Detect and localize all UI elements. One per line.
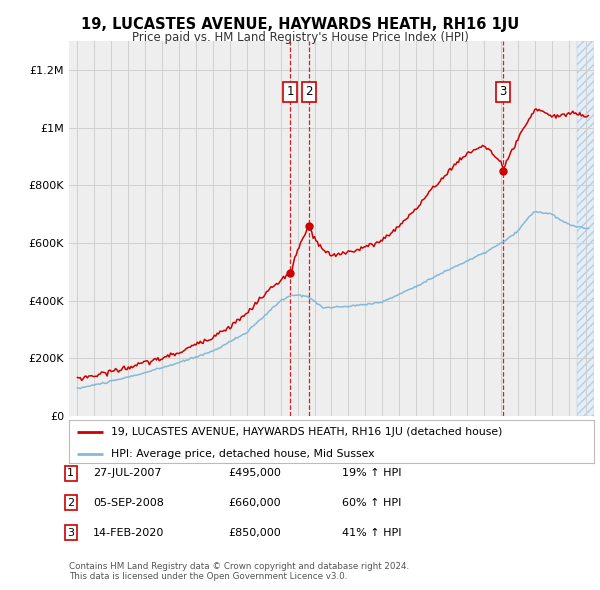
Text: 3: 3	[67, 528, 74, 537]
Text: 14-FEB-2020: 14-FEB-2020	[93, 528, 164, 537]
Text: £495,000: £495,000	[228, 468, 281, 478]
Text: 2: 2	[305, 86, 313, 99]
Text: Price paid vs. HM Land Registry's House Price Index (HPI): Price paid vs. HM Land Registry's House …	[131, 31, 469, 44]
Text: 3: 3	[499, 86, 506, 99]
Text: 19% ↑ HPI: 19% ↑ HPI	[342, 468, 401, 478]
Bar	[577, 41, 594, 416]
Text: £850,000: £850,000	[228, 528, 281, 537]
Text: 41% ↑ HPI: 41% ↑ HPI	[342, 528, 401, 537]
Text: 2: 2	[67, 498, 74, 507]
Text: 19, LUCASTES AVENUE, HAYWARDS HEATH, RH16 1JU: 19, LUCASTES AVENUE, HAYWARDS HEATH, RH1…	[81, 17, 519, 32]
Text: 27-JUL-2007: 27-JUL-2007	[93, 468, 161, 478]
Text: 1: 1	[67, 468, 74, 478]
Text: 1: 1	[287, 86, 294, 99]
Text: 60% ↑ HPI: 60% ↑ HPI	[342, 498, 401, 507]
Text: 19, LUCASTES AVENUE, HAYWARDS HEATH, RH16 1JU (detached house): 19, LUCASTES AVENUE, HAYWARDS HEATH, RH1…	[111, 427, 502, 437]
Text: This data is licensed under the Open Government Licence v3.0.: This data is licensed under the Open Gov…	[69, 572, 347, 581]
Bar	[577, 41, 594, 416]
Text: 05-SEP-2008: 05-SEP-2008	[93, 498, 164, 507]
Text: HPI: Average price, detached house, Mid Sussex: HPI: Average price, detached house, Mid …	[111, 448, 374, 458]
Text: £660,000: £660,000	[228, 498, 281, 507]
Text: Contains HM Land Registry data © Crown copyright and database right 2024.: Contains HM Land Registry data © Crown c…	[69, 562, 409, 571]
